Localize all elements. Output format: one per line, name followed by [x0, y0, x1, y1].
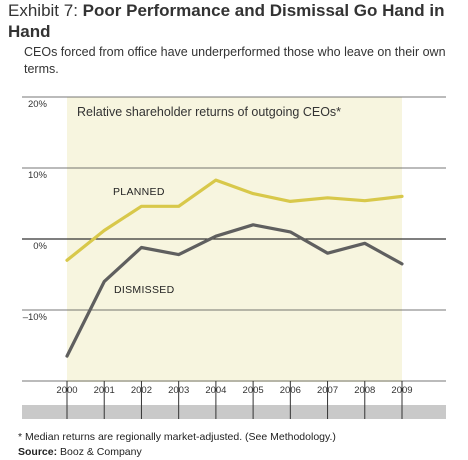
x-tick-label: 2005 — [243, 385, 264, 396]
x-tick-labels: 2000 2001 2002 2003 2004 2005 2006 2007 2008 2009 — [56, 381, 413, 419]
x-tick-label: 2004 — [205, 385, 226, 396]
title-main: Poor Performance and Dismissal Go Hand i… — [8, 1, 445, 41]
x-axis-band — [22, 405, 446, 419]
y-tick-label: 0% — [33, 241, 47, 252]
x-tick-label: 2003 — [168, 385, 189, 396]
chart-title: Exhibit 7: Poor Performance and Dismissa… — [8, 0, 458, 42]
y-tick-labels: 20% 10% 0% –10% — [23, 99, 48, 323]
y-tick-label: –10% — [23, 312, 48, 323]
title-prefix: Exhibit 7: — [8, 1, 83, 20]
footnote: * Median returns are regionally market-a… — [18, 431, 336, 443]
y-tick-label: 10% — [28, 170, 48, 181]
x-tick-label: 2000 — [56, 385, 77, 396]
series-line-planned — [65, 178, 404, 262]
series-line-dismissed — [65, 223, 404, 358]
x-tick-label: 2007 — [317, 385, 338, 396]
x-tick-label: 2002 — [131, 385, 152, 396]
x-tick-label: 2001 — [94, 385, 115, 396]
x-tick-label: 2008 — [354, 385, 375, 396]
series-label-dismissed: DISMISSED — [114, 284, 175, 296]
inner-chart-title: Relative shareholder returns of outgoing… — [77, 105, 341, 119]
source-line: Source: Booz & Company — [18, 446, 142, 458]
source-value: Booz & Company — [57, 446, 142, 458]
series-layer — [65, 178, 404, 358]
chart-subtitle: CEOs forced from office have underperfor… — [24, 45, 446, 76]
x-tick-label: 2006 — [280, 385, 301, 396]
series-label-planned: PLANNED — [113, 186, 165, 198]
y-tick-label: 20% — [28, 99, 48, 110]
source-label: Source: — [18, 446, 58, 458]
x-tick-label: 2009 — [391, 385, 412, 396]
